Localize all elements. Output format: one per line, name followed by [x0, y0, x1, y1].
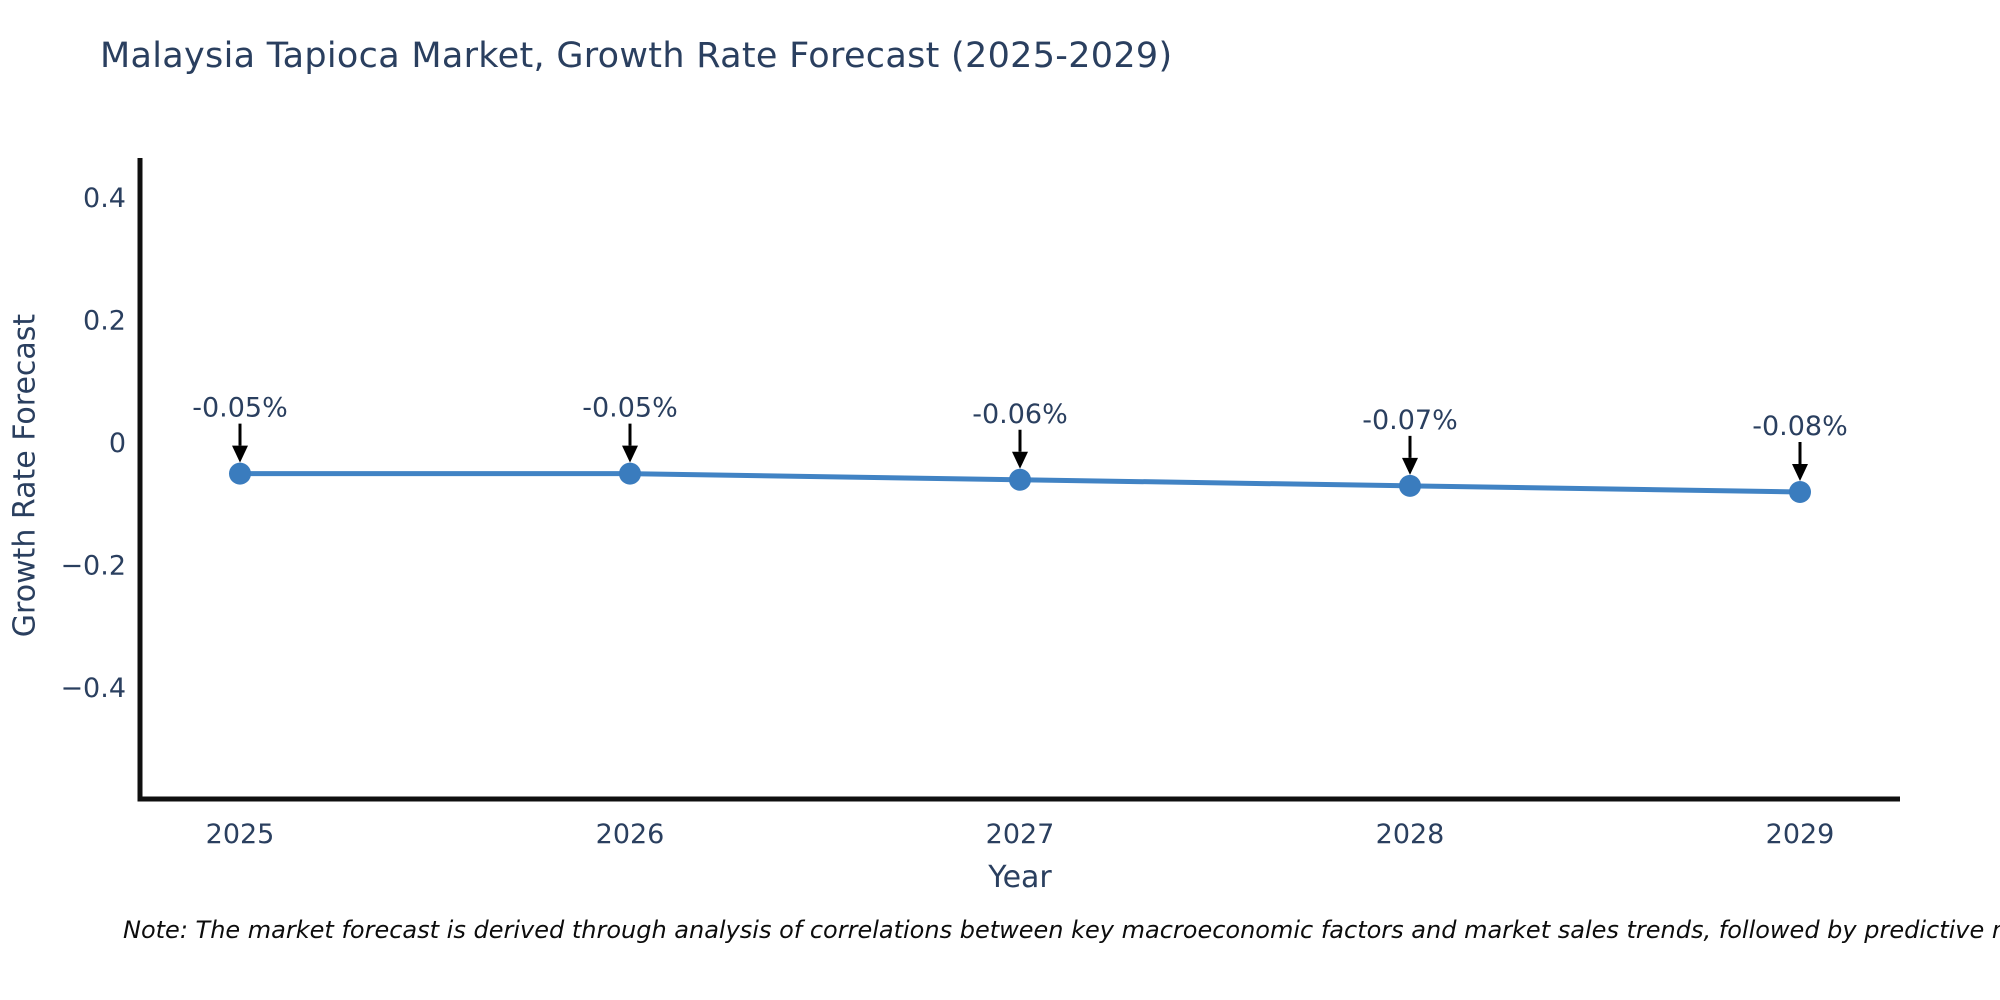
down-arrow-icon	[1012, 451, 1028, 469]
y-tick-label: 0	[109, 428, 126, 459]
annotation-label: -0.05%	[192, 393, 288, 424]
x-tick-label: 2026	[596, 819, 665, 850]
annotation-label: -0.07%	[1362, 405, 1458, 436]
data-point-marker	[1399, 474, 1421, 497]
annotation-label: -0.08%	[1752, 411, 1848, 442]
y-tick-label: −0.4	[60, 673, 126, 704]
data-point-marker	[1789, 481, 1811, 503]
data-point-marker	[619, 462, 641, 485]
y-axis-title: Growth Rate Forecast	[7, 313, 43, 638]
x-tick-label: 2029	[1766, 819, 1835, 850]
data-point-marker	[1009, 468, 1031, 491]
y-tick-label: 0.2	[83, 306, 126, 337]
x-tick-label: 2027	[986, 819, 1055, 850]
y-tick-label: 0.4	[83, 183, 126, 214]
down-arrow-icon	[1792, 464, 1808, 481]
y-tick-label: −0.2	[60, 551, 126, 582]
down-arrow-icon	[232, 445, 248, 463]
annotation-label: -0.06%	[972, 399, 1068, 430]
x-axis-title: Year	[988, 860, 1052, 895]
annotation-label: -0.05%	[582, 393, 678, 424]
down-arrow-icon	[622, 445, 638, 463]
footnote-text: Note: The market forecast is derived thr…	[123, 916, 2000, 944]
x-tick-label: 2028	[1376, 819, 1445, 850]
down-arrow-icon	[1402, 457, 1418, 475]
data-point-marker	[229, 462, 251, 485]
x-tick-label: 2025	[206, 819, 275, 850]
chart-title: Malaysia Tapioca Market, Growth Rate For…	[100, 36, 1173, 76]
